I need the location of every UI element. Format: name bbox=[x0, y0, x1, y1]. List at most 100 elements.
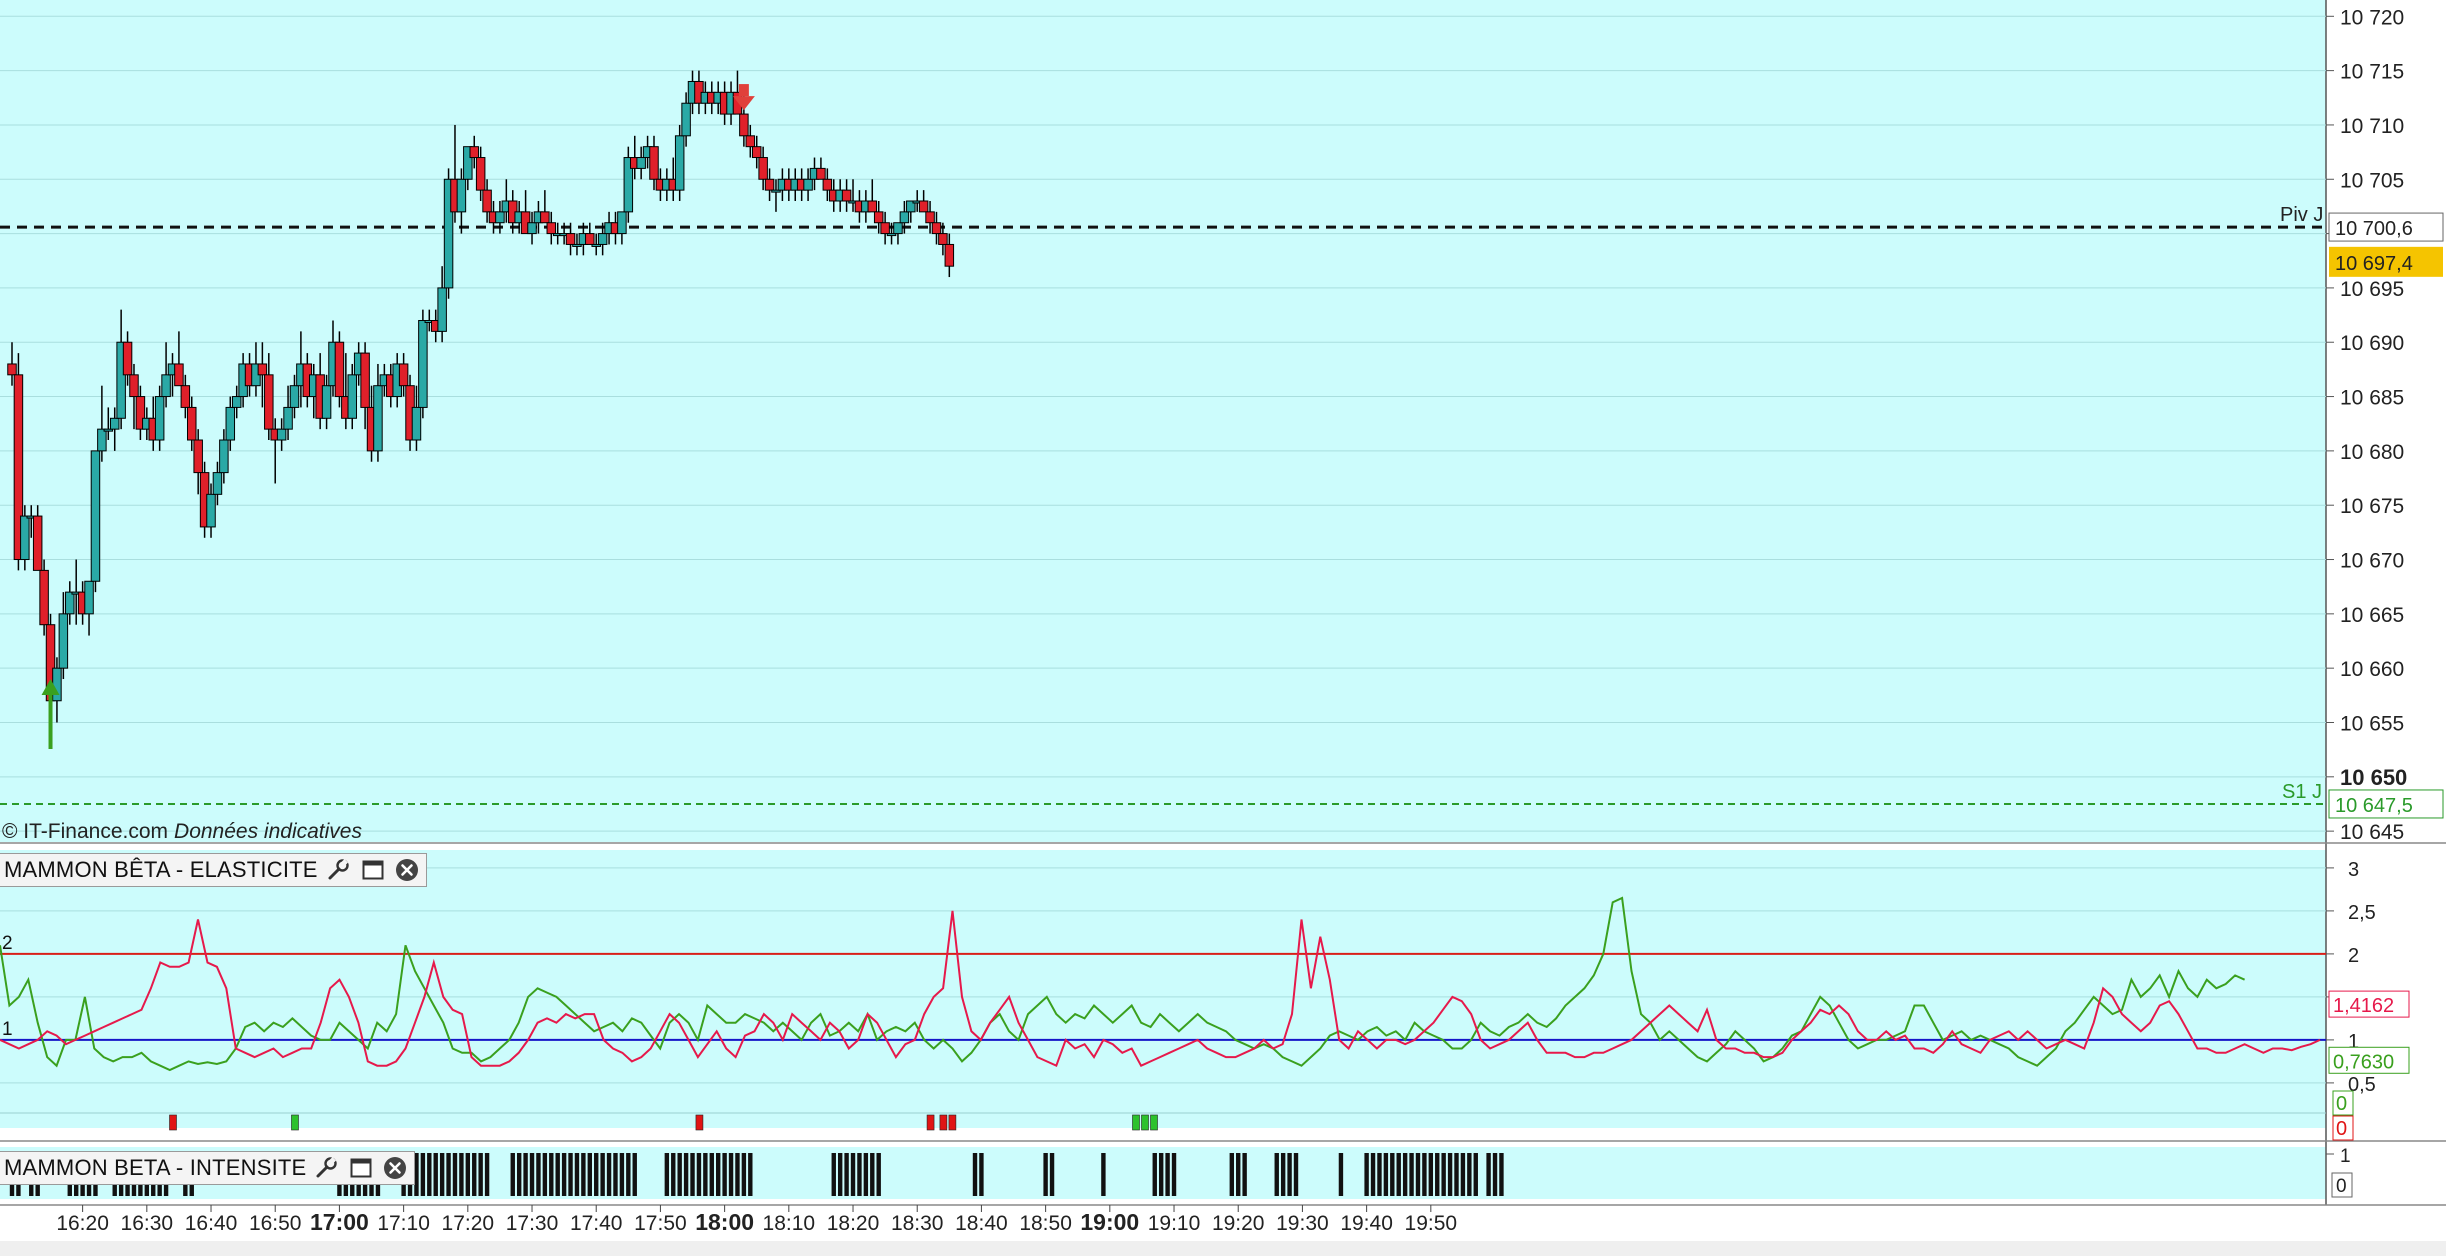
bear-candle[interactable] bbox=[546, 222, 557, 235]
bull-candle[interactable] bbox=[58, 613, 69, 669]
bear-candle[interactable] bbox=[174, 363, 184, 387]
wrench-icon[interactable] bbox=[314, 1155, 340, 1181]
intensity-bar bbox=[1165, 1153, 1170, 1196]
bull-candle[interactable] bbox=[906, 200, 916, 213]
bull-candle[interactable] bbox=[771, 189, 781, 193]
bear-candle[interactable] bbox=[193, 439, 203, 474]
bull-candle[interactable] bbox=[219, 439, 229, 474]
bull-candle[interactable] bbox=[899, 211, 910, 224]
bull-candle[interactable] bbox=[103, 428, 114, 432]
bull-candle[interactable] bbox=[623, 157, 634, 213]
intensity-bar bbox=[1435, 1153, 1440, 1196]
bear-candle[interactable] bbox=[264, 374, 274, 430]
bear-candle[interactable] bbox=[565, 233, 576, 245]
bear-candle[interactable] bbox=[13, 374, 24, 561]
bear-candle[interactable] bbox=[751, 146, 762, 159]
bull-candle[interactable] bbox=[90, 450, 101, 582]
bear-candle[interactable] bbox=[931, 222, 942, 235]
bull-candle[interactable] bbox=[495, 211, 505, 224]
bull-candle[interactable] bbox=[212, 472, 223, 495]
intensity-bar bbox=[1486, 1153, 1491, 1196]
bull-candle[interactable] bbox=[572, 243, 582, 247]
bear-candle[interactable] bbox=[135, 396, 146, 430]
bear-candle[interactable] bbox=[585, 233, 595, 245]
bear-candle[interactable] bbox=[867, 200, 878, 213]
bull-candle[interactable] bbox=[418, 320, 428, 408]
bear-candle[interactable] bbox=[822, 178, 833, 191]
bull-candle[interactable] bbox=[347, 374, 358, 419]
bull-candle[interactable] bbox=[283, 406, 293, 430]
bear-candle[interactable] bbox=[540, 211, 550, 224]
bear-candle[interactable] bbox=[816, 167, 826, 180]
bull-candle[interactable] bbox=[116, 341, 126, 419]
bull-candle[interactable] bbox=[276, 428, 287, 441]
window-icon[interactable] bbox=[360, 857, 386, 883]
bull-candle[interactable] bbox=[109, 417, 120, 430]
intensity-bar bbox=[1152, 1153, 1157, 1196]
bear-candle[interactable] bbox=[944, 243, 955, 267]
bull-candle[interactable] bbox=[373, 385, 383, 452]
bear-candle[interactable] bbox=[880, 222, 890, 235]
bull-candle[interactable] bbox=[886, 233, 897, 237]
bull-candle[interactable] bbox=[617, 211, 627, 235]
bear-candle[interactable] bbox=[739, 113, 749, 137]
bull-candle[interactable] bbox=[674, 135, 685, 191]
bull-candle[interactable] bbox=[527, 222, 537, 235]
bull-candle[interactable] bbox=[65, 591, 75, 615]
bear-candle[interactable] bbox=[180, 385, 191, 408]
bear-candle[interactable] bbox=[257, 363, 268, 376]
bear-candle[interactable] bbox=[39, 569, 49, 626]
bull-candle[interactable] bbox=[84, 580, 94, 615]
bear-candle[interactable] bbox=[649, 146, 659, 180]
bull-candle[interactable] bbox=[437, 287, 447, 332]
bull-candle[interactable] bbox=[321, 385, 332, 419]
bear-candle[interactable] bbox=[764, 178, 775, 191]
bull-candle[interactable] bbox=[463, 146, 473, 180]
time-axis-label: 17:30 bbox=[506, 1212, 559, 1235]
bear-candle[interactable] bbox=[187, 406, 197, 441]
elasticity-green-series bbox=[0, 896, 2246, 1072]
bear-candle[interactable] bbox=[360, 352, 370, 408]
bear-candle[interactable] bbox=[122, 341, 133, 376]
bear-candle[interactable] bbox=[482, 189, 492, 213]
bear-candle[interactable] bbox=[841, 189, 852, 202]
bull-candle[interactable] bbox=[231, 396, 242, 408]
bull-candle[interactable] bbox=[803, 178, 813, 191]
bull-candle[interactable] bbox=[443, 178, 454, 289]
bull-candle[interactable] bbox=[225, 406, 236, 441]
bear-candle[interactable] bbox=[918, 200, 929, 213]
bottom-strip bbox=[0, 1241, 2446, 1256]
bear-candle[interactable] bbox=[129, 374, 139, 398]
bear-candle[interactable] bbox=[938, 233, 948, 245]
bull-candle[interactable] bbox=[97, 428, 107, 452]
bull-candle[interactable] bbox=[456, 178, 467, 213]
bear-candle[interactable] bbox=[745, 135, 756, 148]
bull-candle[interactable] bbox=[893, 222, 903, 235]
bull-candle[interactable] bbox=[636, 157, 646, 169]
bull-candle[interactable] bbox=[52, 667, 62, 702]
close-icon[interactable] bbox=[394, 857, 420, 883]
bear-candle[interactable] bbox=[469, 146, 479, 159]
price-axis-label: 10 675 bbox=[2340, 495, 2404, 518]
bear-candle[interactable] bbox=[873, 211, 884, 224]
bear-candle[interactable] bbox=[7, 363, 17, 376]
bull-candle[interactable] bbox=[161, 374, 171, 398]
bear-candle[interactable] bbox=[32, 515, 43, 571]
bull-candle[interactable] bbox=[154, 396, 165, 441]
window-icon[interactable] bbox=[348, 1155, 374, 1181]
bull-candle[interactable] bbox=[681, 102, 691, 137]
close-icon[interactable] bbox=[382, 1155, 408, 1181]
bear-candle[interactable] bbox=[925, 211, 935, 224]
bear-candle[interactable] bbox=[475, 157, 486, 191]
bull-candle[interactable] bbox=[289, 385, 300, 408]
bear-candle[interactable] bbox=[334, 341, 345, 398]
bear-candle[interactable] bbox=[398, 363, 409, 387]
bull-candle[interactable] bbox=[597, 233, 608, 245]
bull-candle[interactable] bbox=[20, 515, 30, 561]
bull-candle[interactable] bbox=[411, 406, 422, 441]
wrench-icon[interactable] bbox=[326, 857, 352, 883]
bear-candle[interactable] bbox=[758, 157, 768, 180]
bull-candle[interactable] bbox=[206, 493, 216, 528]
bull-candle[interactable] bbox=[591, 243, 601, 247]
